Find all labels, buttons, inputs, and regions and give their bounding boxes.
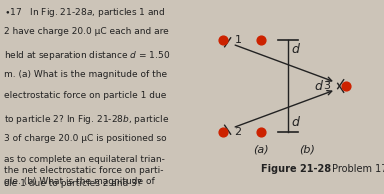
Text: d: d: [292, 116, 300, 130]
Text: electrostatic force on particle 1 due: electrostatic force on particle 1 due: [4, 91, 166, 100]
Point: [220, 130, 226, 133]
Text: m. (a) What is the magnitude of the: m. (a) What is the magnitude of the: [4, 70, 167, 79]
Text: 2 have charge 20.0 μC each and are: 2 have charge 20.0 μC each and are: [4, 27, 169, 36]
Text: held at separation distance $d$ = 1.50: held at separation distance $d$ = 1.50: [4, 48, 170, 61]
Point: [258, 130, 264, 133]
Text: Problem 17.: Problem 17.: [332, 164, 384, 174]
Text: the net electrostatic force on parti-: the net electrostatic force on parti-: [4, 166, 163, 175]
Text: $\bullet$17   In Fig. 21-28$a$, particles 1 and: $\bullet$17 In Fig. 21-28$a$, particles …: [4, 6, 166, 19]
Text: to particle 2? In Fig. 21-28$b$, particle: to particle 2? In Fig. 21-28$b$, particl…: [4, 113, 169, 126]
Text: 3: 3: [323, 81, 330, 91]
Text: as to complete an equilateral trian-: as to complete an equilateral trian-: [4, 155, 165, 164]
Point: [343, 84, 349, 87]
Text: d: d: [315, 80, 323, 93]
Text: d: d: [292, 42, 300, 55]
Text: Figure 21-28: Figure 21-28: [261, 164, 331, 174]
Point: [220, 39, 226, 42]
Text: 2: 2: [235, 126, 242, 137]
Text: 1: 1: [235, 36, 242, 45]
Text: cle 1 due to particles 2 and 3?: cle 1 due to particles 2 and 3?: [4, 179, 141, 188]
Text: 3 of charge 20.0 μC is positioned so: 3 of charge 20.0 μC is positioned so: [4, 134, 167, 143]
Text: (b): (b): [299, 144, 315, 154]
Point: [258, 39, 264, 42]
Text: gle. (b) What is the magnitude of: gle. (b) What is the magnitude of: [4, 177, 155, 185]
Text: (a): (a): [253, 144, 269, 154]
